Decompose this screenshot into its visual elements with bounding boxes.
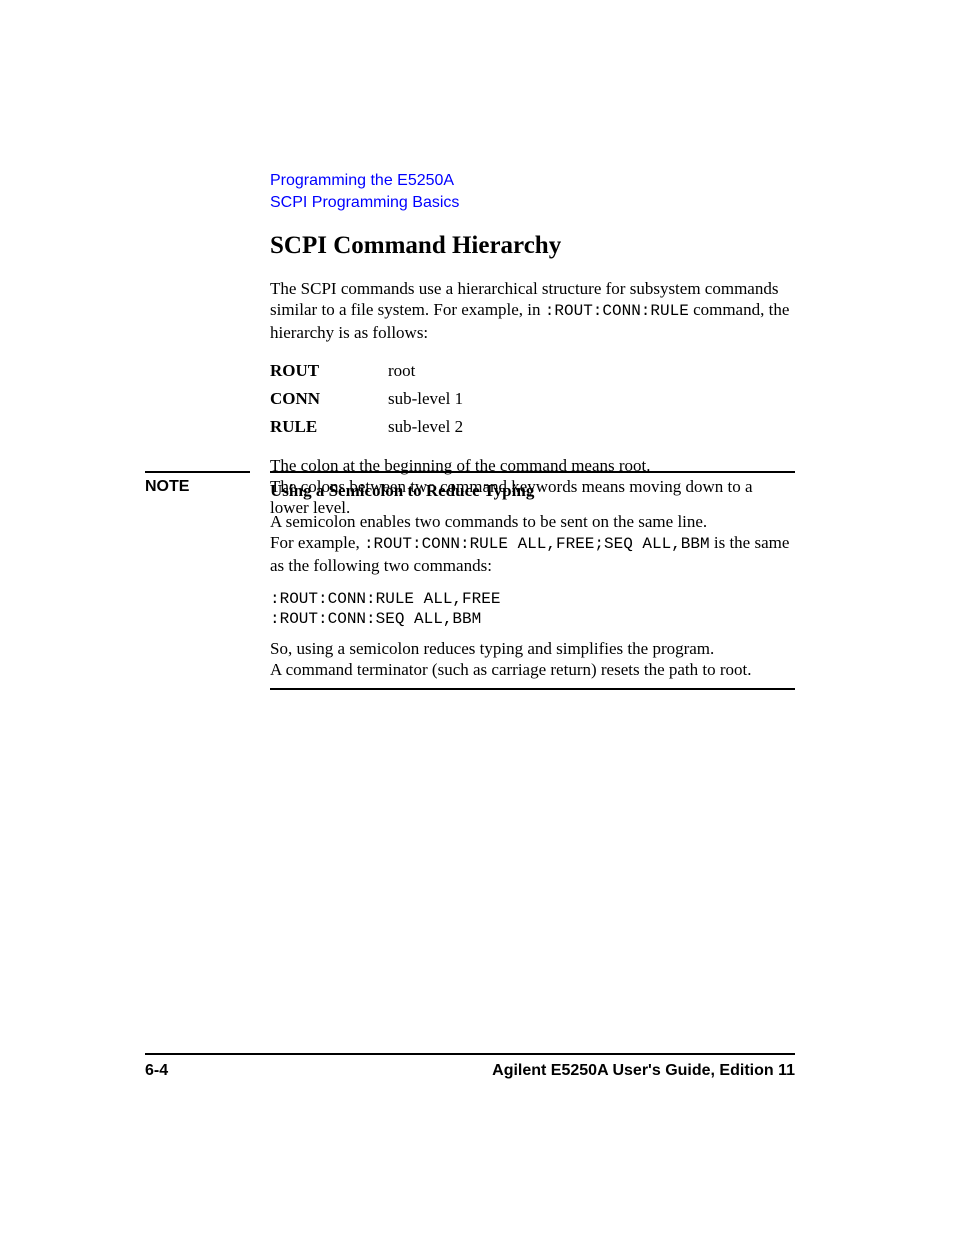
note-label: NOTE — [145, 478, 189, 496]
hierarchy-table: ROUT root CONN sub-level 1 RULE sub-leve… — [270, 357, 463, 441]
note-paragraph-2: So, using a semicolon reduces typing and… — [270, 638, 795, 680]
note-p1-code: :ROUT:CONN:RULE ALL,FREE;SEQ ALL,BBM — [364, 535, 710, 553]
term-cell: RULE — [270, 413, 388, 441]
desc-cell: sub-level 1 — [388, 385, 463, 413]
note-label-rule — [145, 471, 250, 473]
desc-cell: sub-level 2 — [388, 413, 463, 441]
footer: 6-4 Agilent E5250A User's Guide, Edition… — [145, 1062, 795, 1080]
intro-code: :ROUT:CONN:RULE — [545, 302, 689, 320]
note-p2-line1: So, using a semicolon reduces typing and… — [270, 639, 714, 658]
term-cell: CONN — [270, 385, 388, 413]
note-block: Using a Semicolon to Reduce Typing A sem… — [270, 471, 795, 690]
desc-cell: root — [388, 357, 463, 385]
table-row: CONN sub-level 1 — [270, 385, 463, 413]
note-paragraph-1: A semicolon enables two commands to be s… — [270, 511, 795, 576]
code-line-1: :ROUT:CONN:RULE ALL,FREE — [270, 590, 795, 608]
breadcrumb-link-2[interactable]: SCPI Programming Basics — [270, 194, 459, 211]
footer-book-title: Agilent E5250A User's Guide, Edition 11 — [492, 1062, 795, 1080]
breadcrumb: Programming the E5250A SCPI Programming … — [270, 170, 459, 214]
note-p1-line1: A semicolon enables two commands to be s… — [270, 512, 707, 531]
table-row: ROUT root — [270, 357, 463, 385]
term-cell: ROUT — [270, 357, 388, 385]
note-title: Using a Semicolon to Reduce Typing — [270, 481, 795, 501]
footer-rule — [145, 1053, 795, 1055]
footer-page-number: 6-4 — [145, 1062, 168, 1080]
note-p2-line2: A command terminator (such as carriage r… — [270, 660, 752, 679]
intro-paragraph: The SCPI commands use a hierarchical str… — [270, 278, 795, 343]
code-line-2: :ROUT:CONN:SEQ ALL,BBM — [270, 610, 795, 628]
breadcrumb-link-1[interactable]: Programming the E5250A — [270, 172, 454, 189]
document-page: Programming the E5250A SCPI Programming … — [0, 0, 954, 1235]
note-p1-pre: For example, — [270, 533, 364, 552]
table-row: RULE sub-level 2 — [270, 413, 463, 441]
section-title: SCPI Command Hierarchy — [270, 232, 795, 260]
